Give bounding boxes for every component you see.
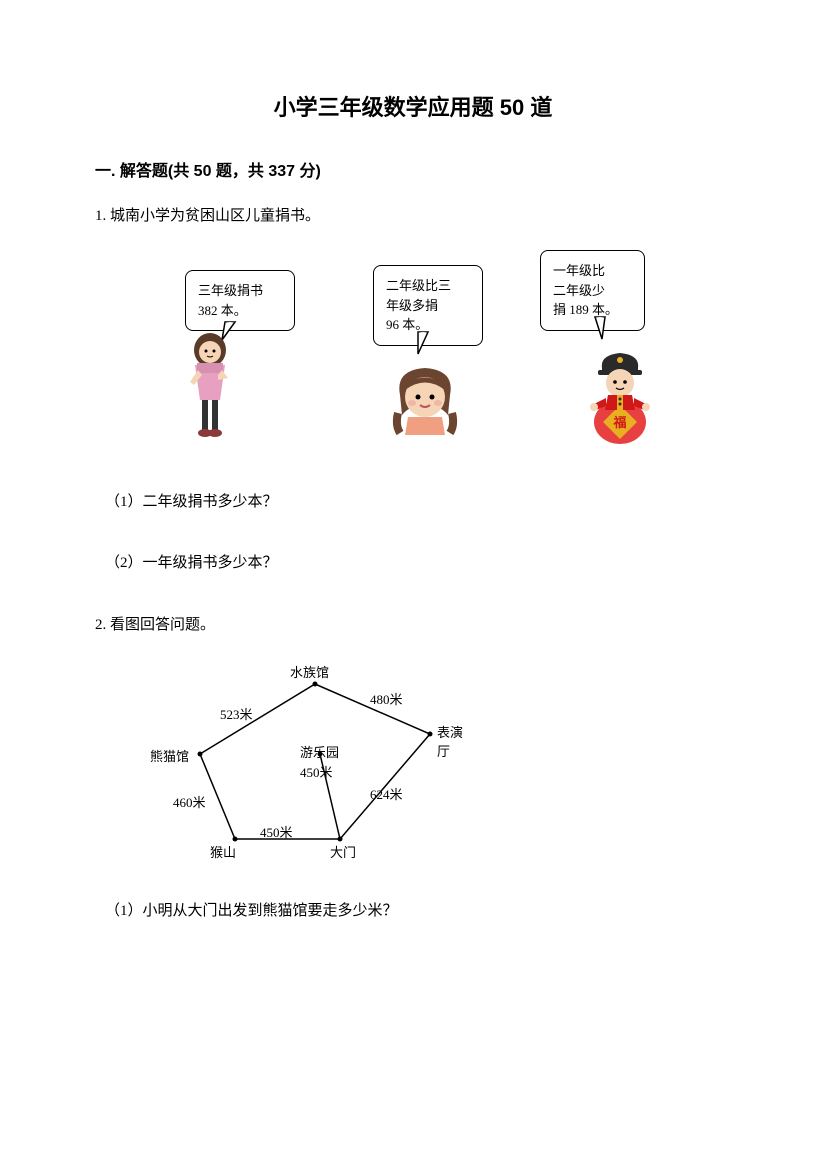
q2-diagram: 水族馆 熊猫馆 表演厅 游乐园 猴山 大门 523米 480米 450米 624… — [155, 664, 475, 874]
q1-figure: 三年级捐书 382 本。 二年级比三 年级多捐 96 本。 一年级比 二年级少 … — [95, 250, 731, 460]
svg-text:福: 福 — [612, 415, 626, 430]
bubble2-text: 二年级比三 年级多捐 96 本。 — [386, 278, 451, 332]
edge-playground-gate: 450米 — [300, 762, 333, 781]
label-gate: 大门 — [330, 842, 356, 861]
q2-stem: 2. 看图回答问题。 — [95, 612, 731, 639]
label-theater: 表演厅 — [437, 722, 475, 760]
q1-stem: 1. 城南小学为贫困山区儿童捐书。 — [95, 203, 731, 230]
character-girl1 — [180, 330, 240, 445]
bubble2-tail — [413, 332, 433, 357]
edge-aquarium-theater: 480米 — [370, 689, 403, 708]
edge-theater-gate: 624米 — [370, 784, 403, 803]
speech-bubble-grade3: 三年级捐书 382 本。 — [185, 270, 295, 331]
q1-sub2: （2）一年级捐书多少本？ — [105, 551, 731, 572]
q2-sub1: （1）小明从大门出发到熊猫馆要走多少米？ — [105, 899, 731, 920]
edge-panda-monkey: 460米 — [173, 792, 206, 811]
label-playground: 游乐园 — [300, 742, 339, 761]
bubble3-tail — [590, 317, 610, 342]
q1-sub1: （1）二年级捐书多少本？ — [105, 490, 731, 511]
label-aquarium: 水族馆 — [290, 662, 329, 681]
page-title: 小学三年级数学应用题 50 道 — [95, 90, 731, 122]
edge-panda-aquarium: 523米 — [220, 704, 253, 723]
label-panda: 熊猫馆 — [150, 746, 189, 765]
character-girl2 — [390, 365, 460, 440]
bubble3-text: 一年级比 二年级少 捐 189 本。 — [553, 263, 618, 317]
bubble1-text: 三年级捐书 382 本。 — [198, 283, 263, 318]
label-monkey: 猴山 — [210, 842, 236, 861]
character-boy: 福 — [580, 350, 660, 445]
edge-monkey-gate: 450米 — [260, 822, 293, 841]
section-header: 一. 解答题(共 50 题，共 337 分) — [95, 157, 731, 181]
